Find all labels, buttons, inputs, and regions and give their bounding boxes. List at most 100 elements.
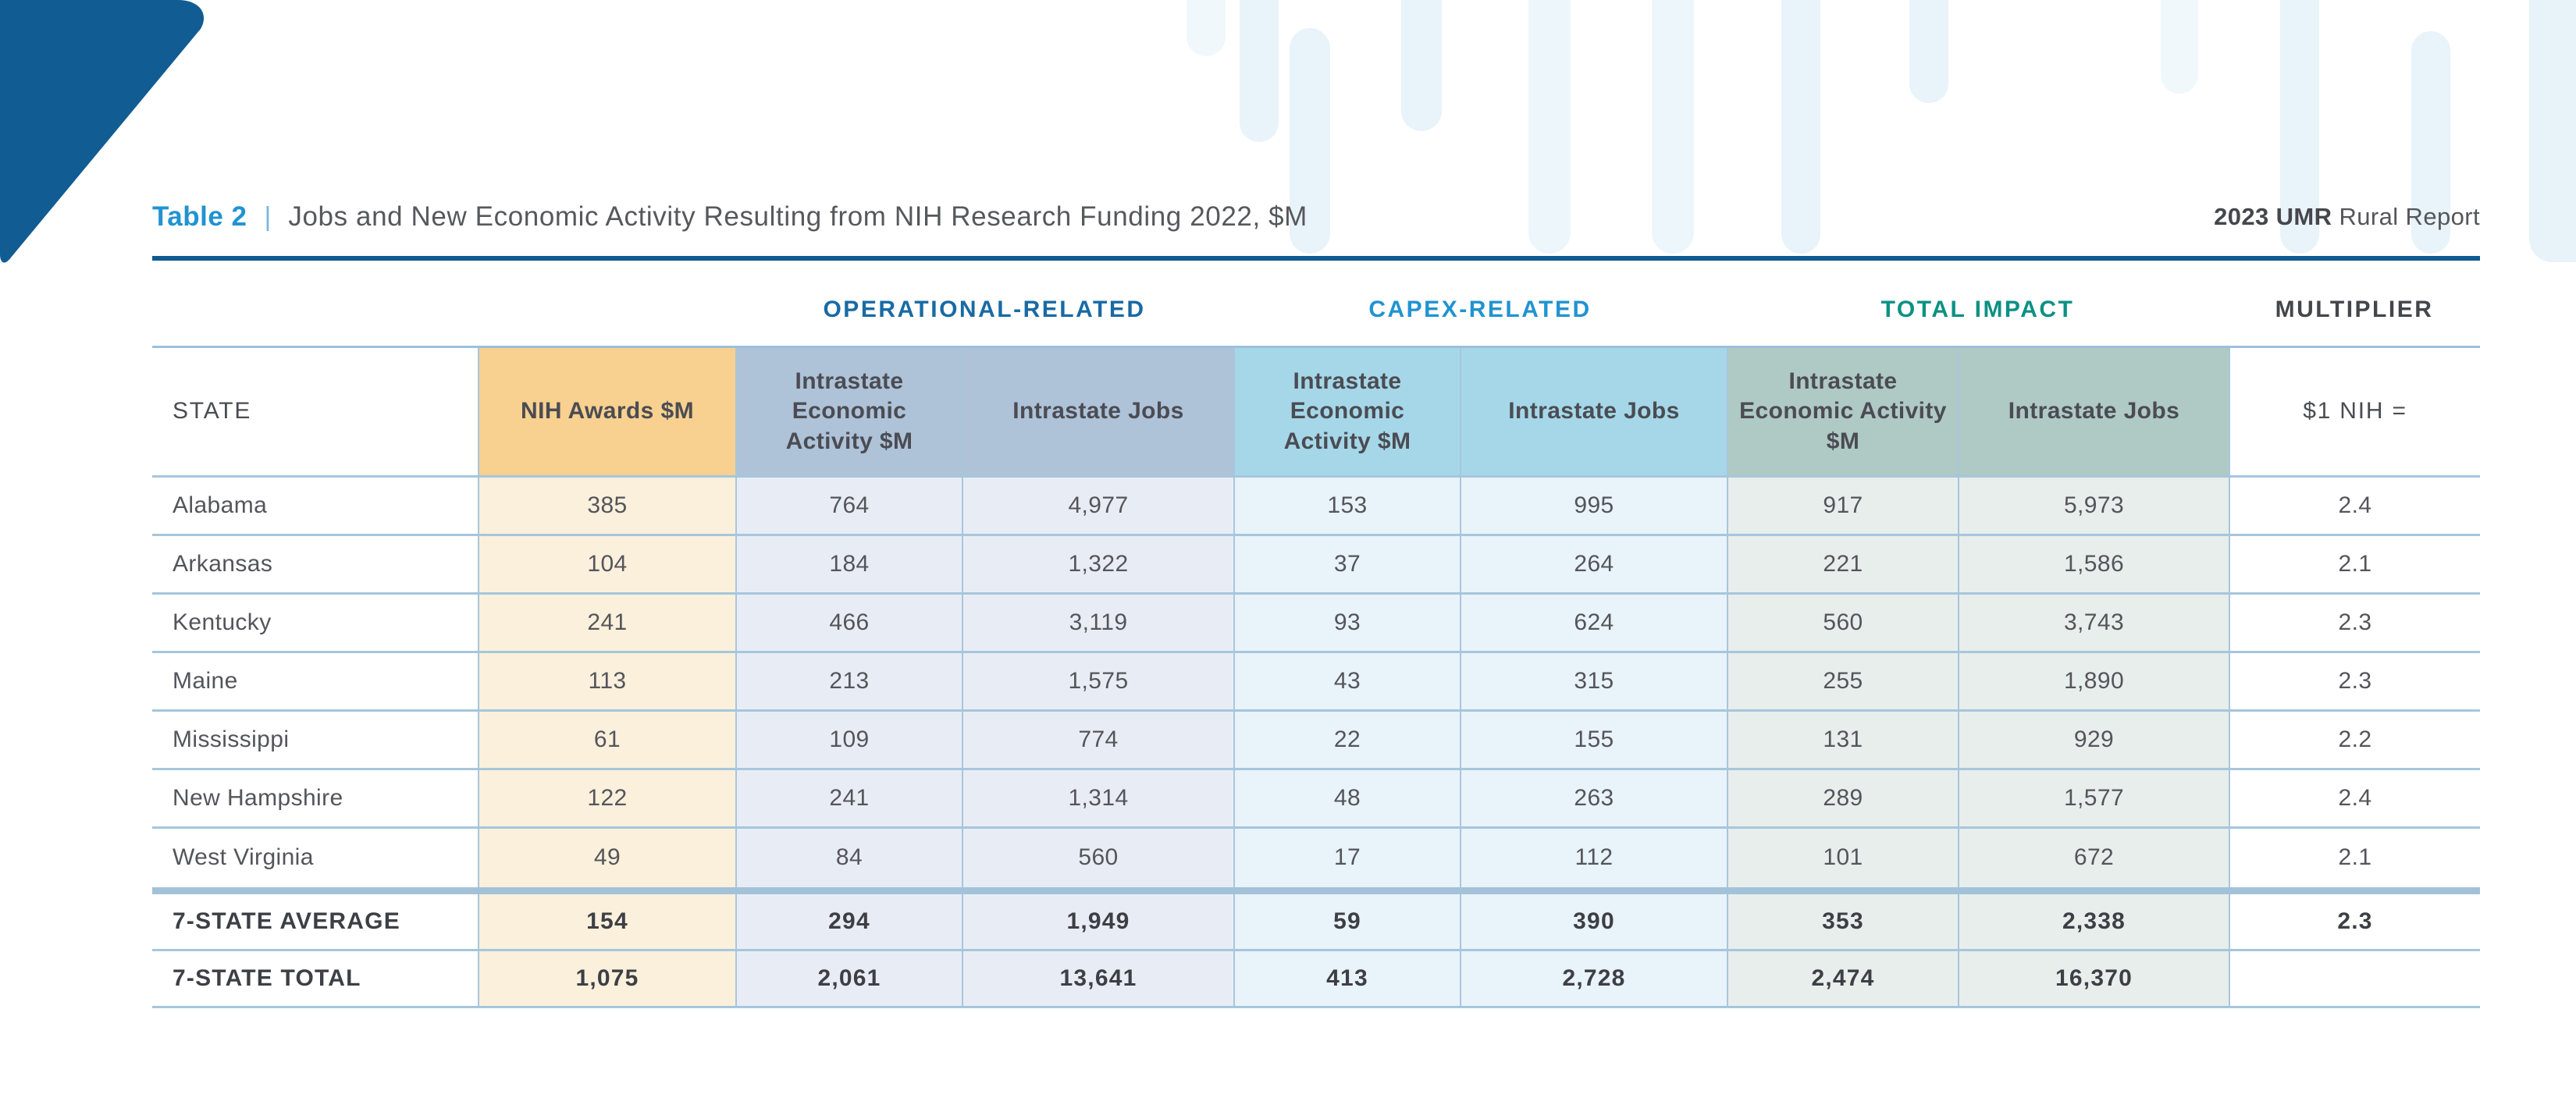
value-cell: 2.3 (2229, 595, 2480, 651)
value-cell: 255 (1727, 653, 1958, 709)
group-label-multiplier: MULTIPLIER (2275, 297, 2434, 322)
column-header: Intrastate Economic Activity $M (1727, 348, 1958, 475)
value-cell: 109 (735, 712, 962, 768)
decor-bar (1528, 0, 1571, 254)
summary-row: 7-STATE TOTAL 1,075 2,061 13,641 413 2,728 2,4… (152, 951, 2480, 1008)
value-cell: 5,973 (1958, 478, 2229, 534)
decor-bar (1401, 0, 1442, 131)
state-cell: West Virginia (152, 829, 478, 887)
value-cell: 1,314 (962, 770, 1233, 826)
value-cell: 263 (1460, 770, 1727, 826)
column-header: Intrastate Jobs (1460, 348, 1727, 475)
column-header: Intrastate Economic Activity $M (1233, 348, 1460, 475)
column-header: Intrastate Jobs (1958, 348, 2229, 475)
value-cell: 113 (478, 653, 735, 709)
value-cell: 4,977 (962, 478, 1233, 534)
group-label-total: TOTAL IMPACT (1880, 297, 2075, 322)
table-row: Arkansas 104 184 1,322 37 264 221 1,586 2.1 (152, 536, 2480, 595)
value-cell: 2.1 (2229, 829, 2480, 887)
value-cell: 353 (1727, 894, 1958, 949)
value-cell: 413 (1233, 951, 1460, 1006)
title-separator: | (264, 201, 272, 232)
table-row: New Hampshire 122 241 1,314 48 263 289 1,577 2.4 (152, 770, 2480, 829)
value-cell: 672 (1958, 829, 2229, 887)
header-row: STATE NIH Awards $M Intrastate Economic Ac… (152, 348, 2480, 478)
value-cell: 112 (1460, 829, 1727, 887)
state-cell: Arkansas (152, 536, 478, 592)
state-cell: Mississippi (152, 712, 478, 768)
value-cell: 184 (735, 536, 962, 592)
table-row: Mississippi 61 109 774 22 155 131 929 2.2 (152, 712, 2480, 770)
group-label-operational: OPERATIONAL-RELATED (823, 297, 1146, 322)
state-cell: 7-STATE TOTAL (152, 951, 478, 1006)
table-label: Table 2 (152, 201, 247, 232)
table-row: Maine 113 213 1,575 43 315 255 1,890 2.3 (152, 653, 2480, 712)
value-cell: 13,641 (962, 951, 1233, 1006)
value-cell: 1,586 (1958, 536, 2229, 592)
decor-bar (2529, 0, 2576, 262)
value-cell: 48 (1233, 770, 1460, 826)
column-header: $1 NIH = (2229, 348, 2480, 475)
group-label-capex: CAPEX-RELATED (1368, 297, 1592, 322)
value-cell: 37 (1233, 536, 1460, 592)
value-cell: 16,370 (1958, 951, 2229, 1006)
value-cell: 221 (1727, 536, 1958, 592)
value-cell: 2,728 (1460, 951, 1727, 1006)
value-cell: 2.1 (2229, 536, 2480, 592)
value-cell: 59 (1233, 894, 1460, 949)
value-cell: 241 (478, 595, 735, 651)
decor-bar (1652, 0, 1694, 254)
state-cell: 7-STATE AVERAGE (152, 894, 478, 949)
value-cell: 104 (478, 536, 735, 592)
value-cell: 2.2 (2229, 712, 2480, 768)
column-header: Intrastate Jobs (962, 348, 1233, 475)
value-cell: 101 (1727, 829, 1958, 887)
value-cell: 43 (1233, 653, 1460, 709)
group-header-row: OPERATIONAL-RELATED CAPEX-RELATED TOTAL … (152, 286, 2480, 334)
table-row: West Virginia 49 84 560 17 112 101 672 2.1 (152, 829, 2480, 887)
value-cell: 84 (735, 829, 962, 887)
value-cell: 294 (735, 894, 962, 949)
value-cell: 560 (1727, 595, 1958, 651)
value-cell: 122 (478, 770, 735, 826)
thick-separator (152, 887, 2480, 894)
state-cell: Kentucky (152, 595, 478, 651)
decor-bar (1240, 0, 1279, 142)
value-cell: 315 (1460, 653, 1727, 709)
value-cell: 774 (962, 712, 1233, 768)
value-cell: 1,575 (962, 653, 1233, 709)
value-cell: 1,577 (1958, 770, 2229, 826)
title-bar: Table 2 | Jobs and New Economic Activity… (152, 195, 2480, 239)
value-cell: 2.4 (2229, 770, 2480, 826)
value-cell: 929 (1958, 712, 2229, 768)
report-badge-regular: Rural Report (2332, 203, 2480, 230)
decor-bar (1909, 0, 1948, 103)
value-cell: 1,949 (962, 894, 1233, 949)
value-cell: 466 (735, 595, 962, 651)
value-cell: 2.3 (2229, 894, 2480, 949)
value-cell: 264 (1460, 536, 1727, 592)
value-cell: 61 (478, 712, 735, 768)
value-cell: 289 (1727, 770, 1958, 826)
value-cell: 213 (735, 653, 962, 709)
value-cell: 1,322 (962, 536, 1233, 592)
value-cell: 131 (1727, 712, 1958, 768)
value-cell: 22 (1233, 712, 1460, 768)
report-badge: 2023 UMR Rural Report (2214, 203, 2480, 231)
data-table: STATE NIH Awards $M Intrastate Economic Ac… (152, 346, 2480, 1008)
decor-bar (1290, 28, 1330, 254)
page-title: Jobs and New Economic Activity Resulting… (288, 201, 1308, 232)
value-cell: 2,061 (735, 951, 962, 1006)
value-cell: 2.3 (2229, 653, 2480, 709)
table-row: Alabama 385 764 4,977 153 995 917 5,973 2.4 (152, 478, 2480, 536)
decor-bar (1187, 0, 1226, 56)
column-header: Intrastate Economic Activity $M (735, 348, 962, 475)
state-cell: Alabama (152, 478, 478, 534)
value-cell: 1,075 (478, 951, 735, 1006)
value-cell: 2.4 (2229, 478, 2480, 534)
value-cell: 917 (1727, 478, 1958, 534)
value-cell: 995 (1460, 478, 1727, 534)
decor-bar (2280, 0, 2319, 254)
column-header: NIH Awards $M (478, 348, 735, 475)
